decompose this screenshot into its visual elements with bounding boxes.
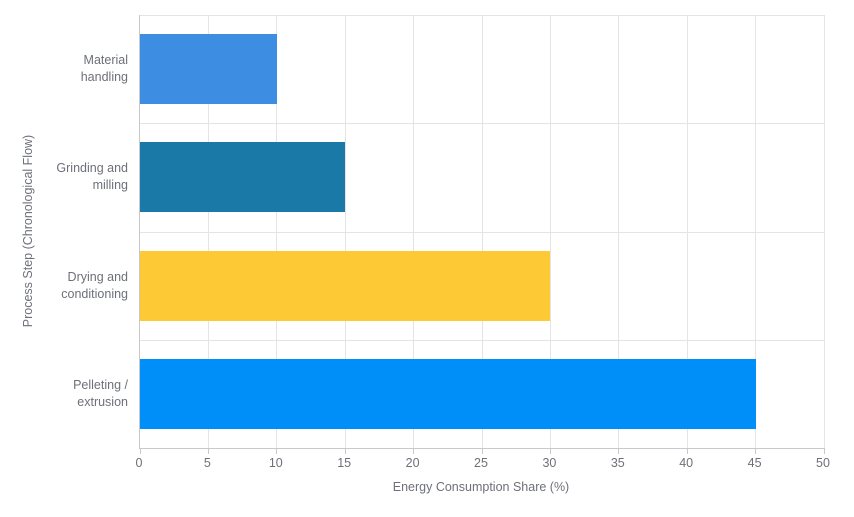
x-gridline [823, 15, 825, 448]
category-label: Pelleting / extrusion [73, 377, 128, 409]
x-gridline [618, 15, 620, 448]
x-tick-mark [481, 448, 483, 454]
bar [140, 34, 277, 105]
x-tick-label: 35 [610, 456, 625, 470]
x-tick-label: 5 [203, 456, 211, 470]
x-gridline [686, 15, 688, 448]
x-gridline [207, 15, 209, 448]
x-tick-mark [344, 448, 346, 454]
x-tick-label: 40 [679, 456, 694, 470]
category-label: Grinding and milling [56, 161, 128, 193]
x-tick-label: 50 [816, 456, 830, 470]
x-tick-label: 20 [405, 456, 420, 470]
bar [140, 142, 346, 213]
x-gridline [549, 15, 551, 448]
x-tick-mark [823, 448, 825, 454]
x-gridline [481, 15, 483, 448]
x-tick-label: 45 [747, 456, 762, 470]
x-gridline [344, 15, 346, 448]
x-tick-mark [139, 448, 141, 454]
x-tick-mark [207, 448, 209, 454]
x-tick-mark [618, 448, 620, 454]
x-tick-label: 15 [337, 456, 352, 470]
x-tick-label: 30 [542, 456, 557, 470]
x-gridline [755, 15, 757, 448]
x-axis-title: Energy Consumption Share (%) [392, 480, 570, 494]
x-tick-label: 10 [268, 456, 283, 470]
x-tick-mark [413, 448, 415, 454]
x-tick-label: 25 [474, 456, 488, 470]
x-axis-tick-labels: 0 5 10 15 20 25 30 35 40 45 50 [135, 456, 830, 472]
category-label: Drying and conditioning [61, 269, 128, 301]
x-tick-label: 0 [135, 456, 143, 470]
plot-area [139, 15, 825, 454]
x-gridline [276, 15, 278, 448]
x-gridline [413, 15, 415, 448]
x-tick-mark [686, 448, 688, 454]
x-tick-mark [549, 448, 551, 454]
bar [140, 250, 551, 321]
bar [140, 358, 756, 429]
x-tick-mark [755, 448, 757, 454]
x-tick-mark [276, 448, 278, 454]
category-label: Material handling [80, 53, 128, 85]
